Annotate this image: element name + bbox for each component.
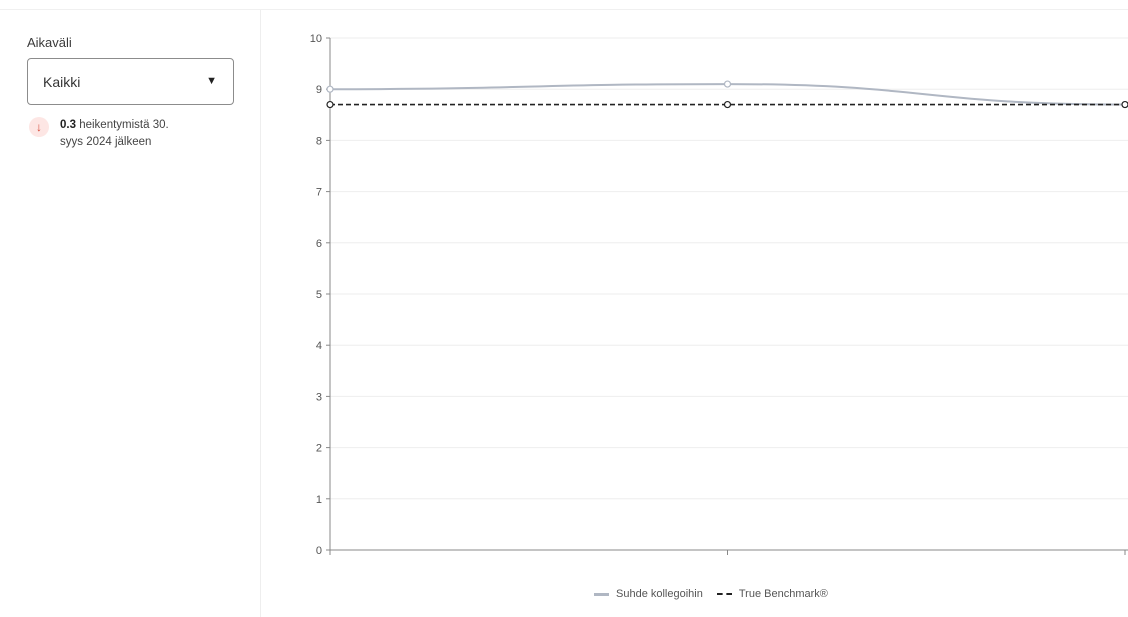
legend-swatch-dashed — [716, 593, 732, 595]
trend-summary: 0.3 heikentymistä 30. syys 2024 jälkeen — [60, 117, 190, 151]
data-point — [326, 100, 334, 109]
y-tick-label: 1 — [316, 494, 322, 506]
chart-legend: Suhde kollegoihin True Benchmark® — [594, 588, 842, 600]
legend-swatch-solid — [594, 592, 609, 596]
trend-value: 0.3 — [60, 119, 76, 131]
y-tick-label: 7 — [316, 187, 322, 199]
data-point — [723, 80, 732, 88]
sidebar: Aikaväli Kaikki ▼ ↓ 0.3 heikentymistä 30… — [0, 10, 261, 617]
y-tick-label: 5 — [316, 289, 322, 301]
y-tick-label: 8 — [316, 135, 322, 147]
data-point — [326, 85, 334, 93]
legend-item-series-1[interactable]: Suhde kollegoihin — [594, 588, 703, 600]
legend-label-series-2: True Benchmark® — [738, 588, 828, 600]
y-tick-label: 4 — [316, 340, 322, 352]
legend-item-series-2[interactable]: True Benchmark® — [716, 588, 828, 600]
legend-label-series-1: Suhde kollegoihin — [616, 588, 703, 600]
caret-down-icon: ▼ — [206, 75, 217, 87]
line-chart: 0 1 2 3 4 5 6 7 8 9 10 — [310, 33, 1128, 557]
time-range-value: Kaikki — [43, 74, 81, 90]
y-tick-label: 9 — [316, 84, 322, 96]
data-point — [1121, 100, 1128, 109]
y-tick-label: 3 — [316, 391, 322, 403]
top-divider — [0, 9, 1128, 10]
y-tick-label: 0 — [316, 545, 322, 557]
y-tick-label: 6 — [316, 238, 322, 250]
time-range-select[interactable]: Kaikki ▼ — [27, 58, 234, 105]
arrow-down-icon: ↓ — [29, 117, 49, 137]
y-tick-label: 2 — [316, 443, 322, 455]
trend-description: heikentymistä 30. syys 2024 jälkeen — [60, 119, 169, 148]
y-tick-label: 10 — [310, 33, 322, 45]
data-point — [723, 100, 732, 109]
time-range-label: Aikaväli — [27, 35, 72, 50]
